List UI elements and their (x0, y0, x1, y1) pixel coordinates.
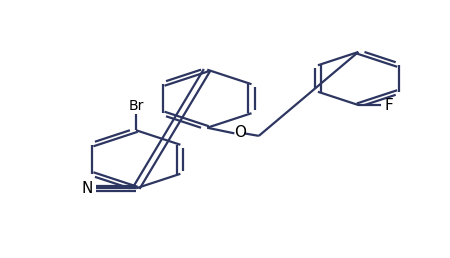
Text: O: O (234, 125, 246, 140)
Text: Br: Br (128, 99, 144, 112)
Text: N: N (81, 181, 93, 196)
Text: F: F (384, 98, 393, 112)
